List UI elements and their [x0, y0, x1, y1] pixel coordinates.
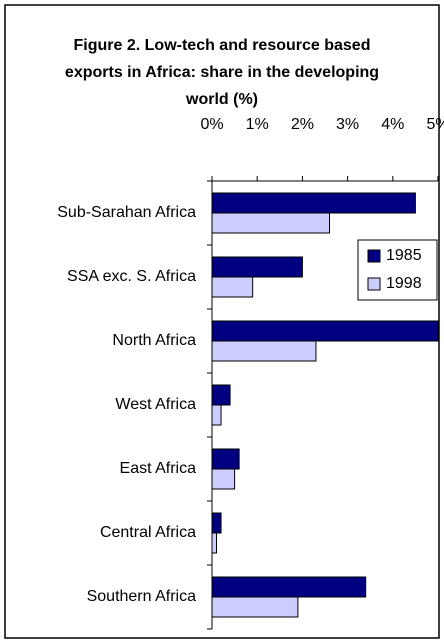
y-tick-label: Sub-Sarahan Africa — [57, 204, 196, 221]
x-tick-label: 2% — [291, 116, 314, 133]
x-tick-label: 0% — [200, 116, 223, 133]
chart-border — [4, 4, 440, 639]
legend-swatch — [367, 277, 381, 291]
x-tick-label: 5% — [426, 116, 444, 133]
x-tick-label: 1% — [246, 116, 269, 133]
bar — [211, 340, 317, 362]
bar — [211, 192, 416, 214]
y-tick-label: Central Africa — [100, 524, 196, 541]
x-tick-label: 3% — [336, 116, 359, 133]
y-tick-label: North Africa — [112, 332, 196, 349]
bar — [211, 256, 303, 278]
chart-title: Figure 2. Low-tech and resource based ex… — [64, 37, 380, 108]
y-tick-label: West Africa — [115, 396, 196, 413]
bar — [211, 596, 299, 618]
bar — [211, 448, 240, 470]
bar — [211, 212, 331, 234]
y-tick-label: Southern Africa — [87, 588, 197, 605]
legend-swatch — [367, 249, 381, 263]
bar — [211, 532, 218, 554]
y-tick-label: East Africa — [120, 460, 197, 477]
bar — [211, 404, 222, 426]
legend-label: 1985 — [386, 247, 422, 264]
bar — [211, 576, 367, 598]
bar — [211, 468, 236, 490]
bar — [211, 320, 439, 342]
x-tick-label: 4% — [381, 116, 404, 133]
legend-label: 1998 — [386, 275, 422, 292]
y-tick-label: SSA exc. S. Africa — [67, 268, 196, 285]
bar — [211, 276, 254, 298]
bar — [211, 512, 222, 534]
bar — [211, 384, 231, 406]
